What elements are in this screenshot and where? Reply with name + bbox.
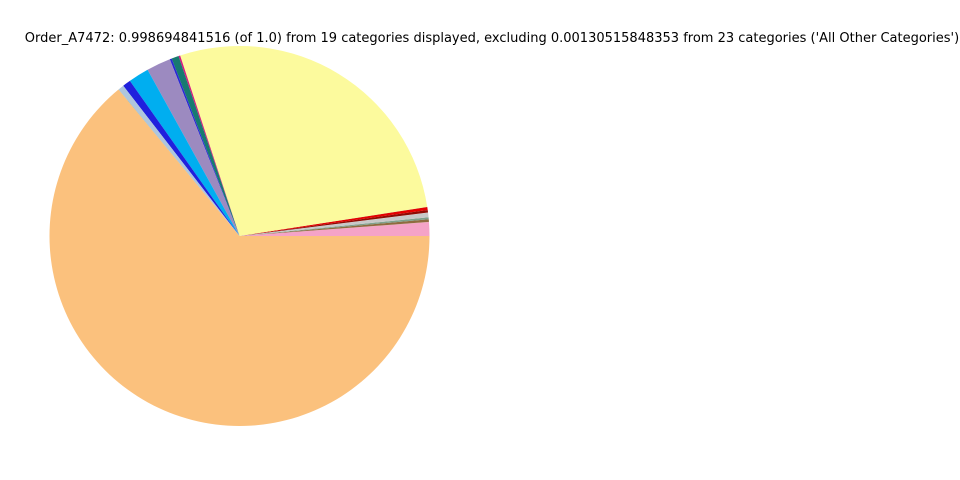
pie-slice-1 (239, 222, 430, 236)
pie-slice-9 (239, 206, 428, 236)
pie-slice-7 (239, 209, 429, 236)
pie-slice-3 (239, 219, 429, 236)
pie-slice-2 (239, 221, 429, 236)
pie-slice-12 (171, 56, 240, 236)
pie-slice-14 (147, 59, 240, 236)
pie-slice-16 (123, 80, 240, 236)
pie-slice-5 (239, 212, 429, 236)
pie-slice-4 (239, 217, 429, 236)
pie-slice-6 (239, 212, 429, 236)
pie-slice-10 (180, 46, 428, 237)
pie-slices-group (49, 46, 430, 427)
pie-slice-11 (178, 55, 240, 236)
chart-title: Order_A7472: 0.998694841516 (of 1.0) fro… (24, 31, 960, 46)
pie-slice-19 (49, 89, 430, 427)
pie-slice-18 (118, 89, 240, 236)
pie-slice-13 (169, 58, 240, 236)
pie-slice-17 (118, 85, 240, 236)
pie-slice-8 (239, 206, 428, 236)
pie-slice-15 (129, 69, 240, 236)
